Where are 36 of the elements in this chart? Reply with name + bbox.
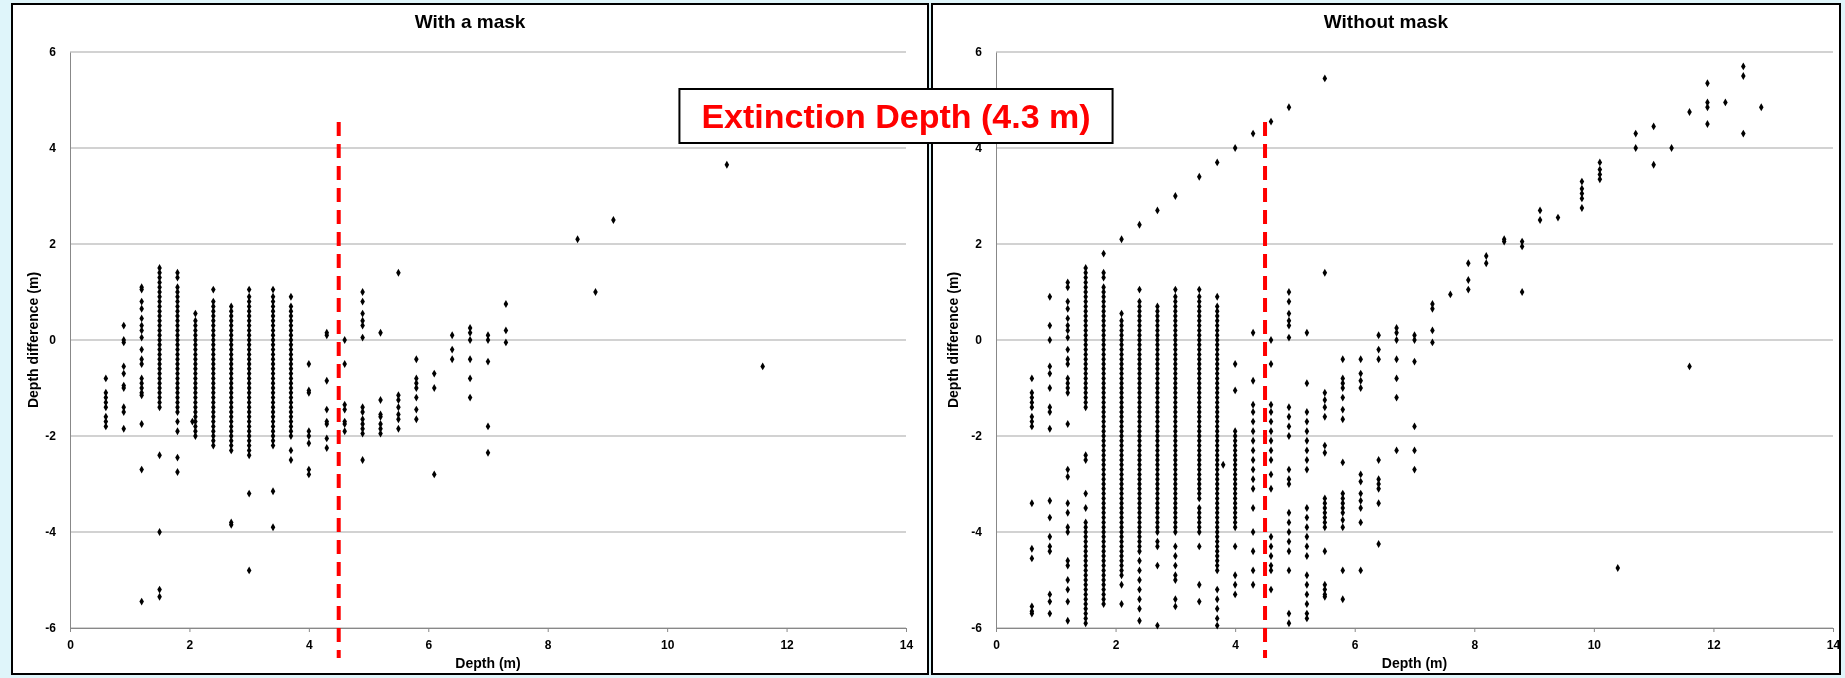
x-axis-title: Depth (m) (455, 655, 521, 671)
x-tick-label: 8 (1471, 638, 1479, 653)
x-tick-label: 12 (780, 638, 795, 653)
x-tick-label: 14 (1826, 638, 1841, 653)
chart-title: Without mask (1323, 11, 1449, 32)
y-tick-label: 2 (49, 237, 57, 252)
x-tick-label: 4 (306, 638, 314, 653)
y-tick-label: 4 (49, 141, 57, 156)
y-tick-label: 6 (49, 45, 57, 60)
y-tick-label: -6 (45, 621, 57, 636)
y-tick-label: 0 (49, 333, 57, 348)
y-tick-label: 2 (975, 237, 983, 252)
x-tick-label: 6 (425, 638, 433, 653)
chart-title: With a mask (414, 11, 526, 32)
annotation: Extinction Depth (4.3 m) (701, 97, 1091, 135)
y-tick-label: -2 (45, 429, 57, 444)
y-tick-label: -4 (45, 525, 57, 540)
x-tick-label: 4 (1232, 638, 1240, 653)
y-tick-label: 0 (975, 333, 983, 348)
x-tick-label: 2 (186, 638, 194, 653)
x-axis-title: Depth (m) (1381, 655, 1448, 671)
x-tick-label: 0 (67, 638, 75, 653)
x-tick-label: 2 (1112, 638, 1120, 653)
x-tick-label: 10 (660, 638, 675, 653)
y-tick-label: 6 (975, 45, 983, 60)
x-tick-label: 0 (993, 638, 1001, 653)
x-tick-label: 6 (1351, 638, 1359, 653)
x-tick-label: 10 (1587, 638, 1602, 653)
y-tick-label: -6 (971, 621, 983, 636)
x-tick-label: 14 (899, 638, 914, 653)
y-tick-label: -2 (971, 429, 983, 444)
y-axis-title: Depth difference (m) (25, 271, 41, 409)
y-axis-title: Depth difference (m) (945, 271, 961, 409)
x-tick-label: 8 (544, 638, 552, 653)
x-tick-label: 12 (1707, 638, 1721, 653)
y-tick-label: -4 (971, 525, 983, 540)
